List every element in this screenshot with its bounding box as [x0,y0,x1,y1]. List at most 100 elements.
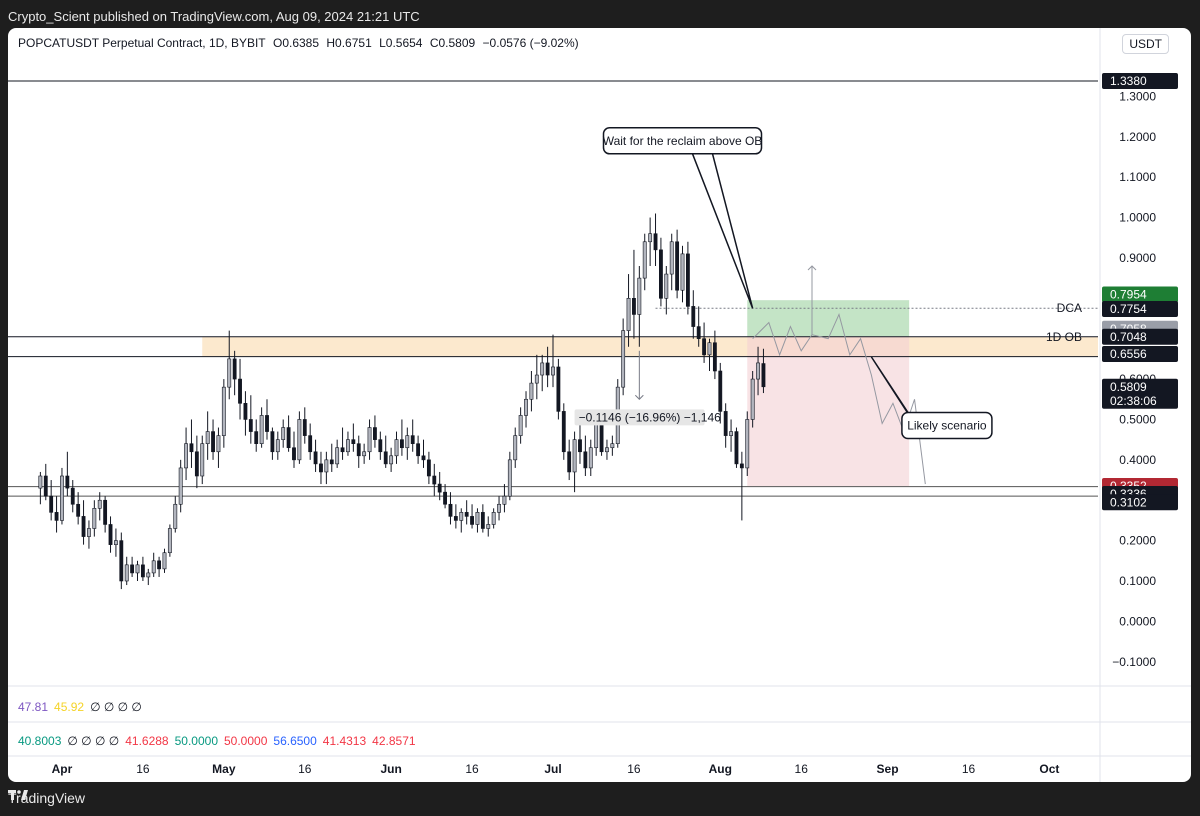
price-level-tag-bg [1102,286,1178,303]
candle-body [734,431,739,465]
tradingview-footer: TradingView [8,790,85,806]
candle-body [637,277,642,315]
candle-body [178,467,183,505]
symbol-title[interactable]: POPCATUSDT Perpetual Contract, 1D, BYBIT [18,36,266,50]
candle-body [486,524,491,529]
candle-body [470,516,474,525]
candle-body [551,366,555,376]
candle-body [464,512,469,517]
y-tick-label: 0.4000 [1119,453,1156,467]
last-price-tag: 0.5809 [1110,380,1147,394]
candle-body [421,455,426,461]
candle-body [329,459,334,465]
x-tick-label: Oct [1039,762,1059,776]
indicator-legend-2: 40.8003 ∅ ∅ ∅ ∅ 41.6288 50.0000 50.0000 56.65… [18,734,422,748]
candle-body [394,439,399,457]
candle-body [513,435,518,461]
x-tick-label: Sep [877,762,899,776]
candle-body [432,475,437,485]
candle-body [232,358,237,380]
x-tick-label: 16 [465,762,479,776]
x-tick-label: Aug [709,762,732,776]
candle-body [578,439,582,453]
candle-body [162,552,167,570]
callout-text: Wait for the reclaim above OB [603,134,763,148]
indicator-value: 42.8571 [372,734,416,748]
candle-body [292,447,296,461]
candle-body [583,451,588,469]
candle-body [745,419,750,469]
candle-body [87,528,91,537]
indicator-value: ∅ ∅ ∅ ∅ [67,734,120,748]
candle-body [448,503,453,517]
price-level-tag-bg [1102,73,1178,90]
candle-body [491,512,496,525]
candle-body [167,528,172,554]
candle-body [221,386,226,436]
candle-body [270,431,275,453]
x-tick-label: 16 [136,762,150,776]
candle-body [588,447,593,469]
currency-button[interactable]: USDT [1122,34,1169,54]
candle-body [453,516,458,521]
candle-body [497,503,501,513]
candle-body [712,342,717,372]
candle-body [378,439,383,453]
candle-body [507,459,512,497]
callout-box [602,127,763,155]
y-tick-label: 1.0000 [1119,211,1156,225]
indicator-value: 56.6500 [273,734,317,748]
chart-frame: POPCATUSDT Perpetual Contract, 1D, BYBIT… [8,28,1191,782]
candle-body [702,338,707,356]
level-tag: 1D OB [1046,330,1082,344]
candle-body [610,443,615,449]
candle-body [227,358,232,388]
price-level-tag: 0.3102 [1110,495,1147,509]
candle-body [286,427,291,449]
candle-body [367,427,372,453]
candle-body [756,362,760,380]
candle-body [97,499,102,509]
candle-body [254,431,259,444]
candle-body [761,363,766,388]
candle-body [389,455,394,465]
candle-body [297,419,302,461]
candle-body [399,439,404,449]
y-tick-label: 1.1000 [1119,170,1156,184]
x-tick-label: Apr [52,762,73,776]
candle-body [157,560,162,570]
x-tick-label: 16 [298,762,312,776]
ohlc-change: −0.0576 (−9.02%) [482,36,579,50]
scenario-up-arrow-head [807,265,817,271]
candle-body [281,427,286,440]
callout-box [901,411,993,440]
indicator-value: 47.81 [18,700,49,714]
candle-body [653,233,658,251]
candle-body [626,298,631,331]
callout-pointer [691,153,754,309]
candle-body [426,459,431,477]
price-chart[interactable]: DCA 1D OB −0.1146 (−16.96%) −1,146 Wait for… [8,28,1191,782]
candle-body [664,273,669,299]
candle-body [324,459,329,473]
candle-body [275,439,280,453]
candle-body [437,483,442,493]
candle-body [642,241,647,279]
candle-body [723,411,728,436]
indicator-value: 40.8003 [18,734,62,748]
x-tick-label: Jun [380,762,401,776]
candle-body [340,447,345,453]
candle-body [216,435,221,453]
indicator-value: 45.92 [54,700,85,714]
x-tick-label: 16 [795,762,809,776]
candle-body [545,362,550,376]
candle-body [561,411,566,453]
ohlc-low: L0.5654 [379,36,423,50]
candle-body [540,362,545,376]
price-level-tag-bg [1102,494,1178,511]
candle-body [184,443,188,469]
ohlc-close: C0.5809 [429,36,476,50]
candle-body [480,512,485,529]
candle-body [302,419,307,436]
candle-body [243,403,248,420]
